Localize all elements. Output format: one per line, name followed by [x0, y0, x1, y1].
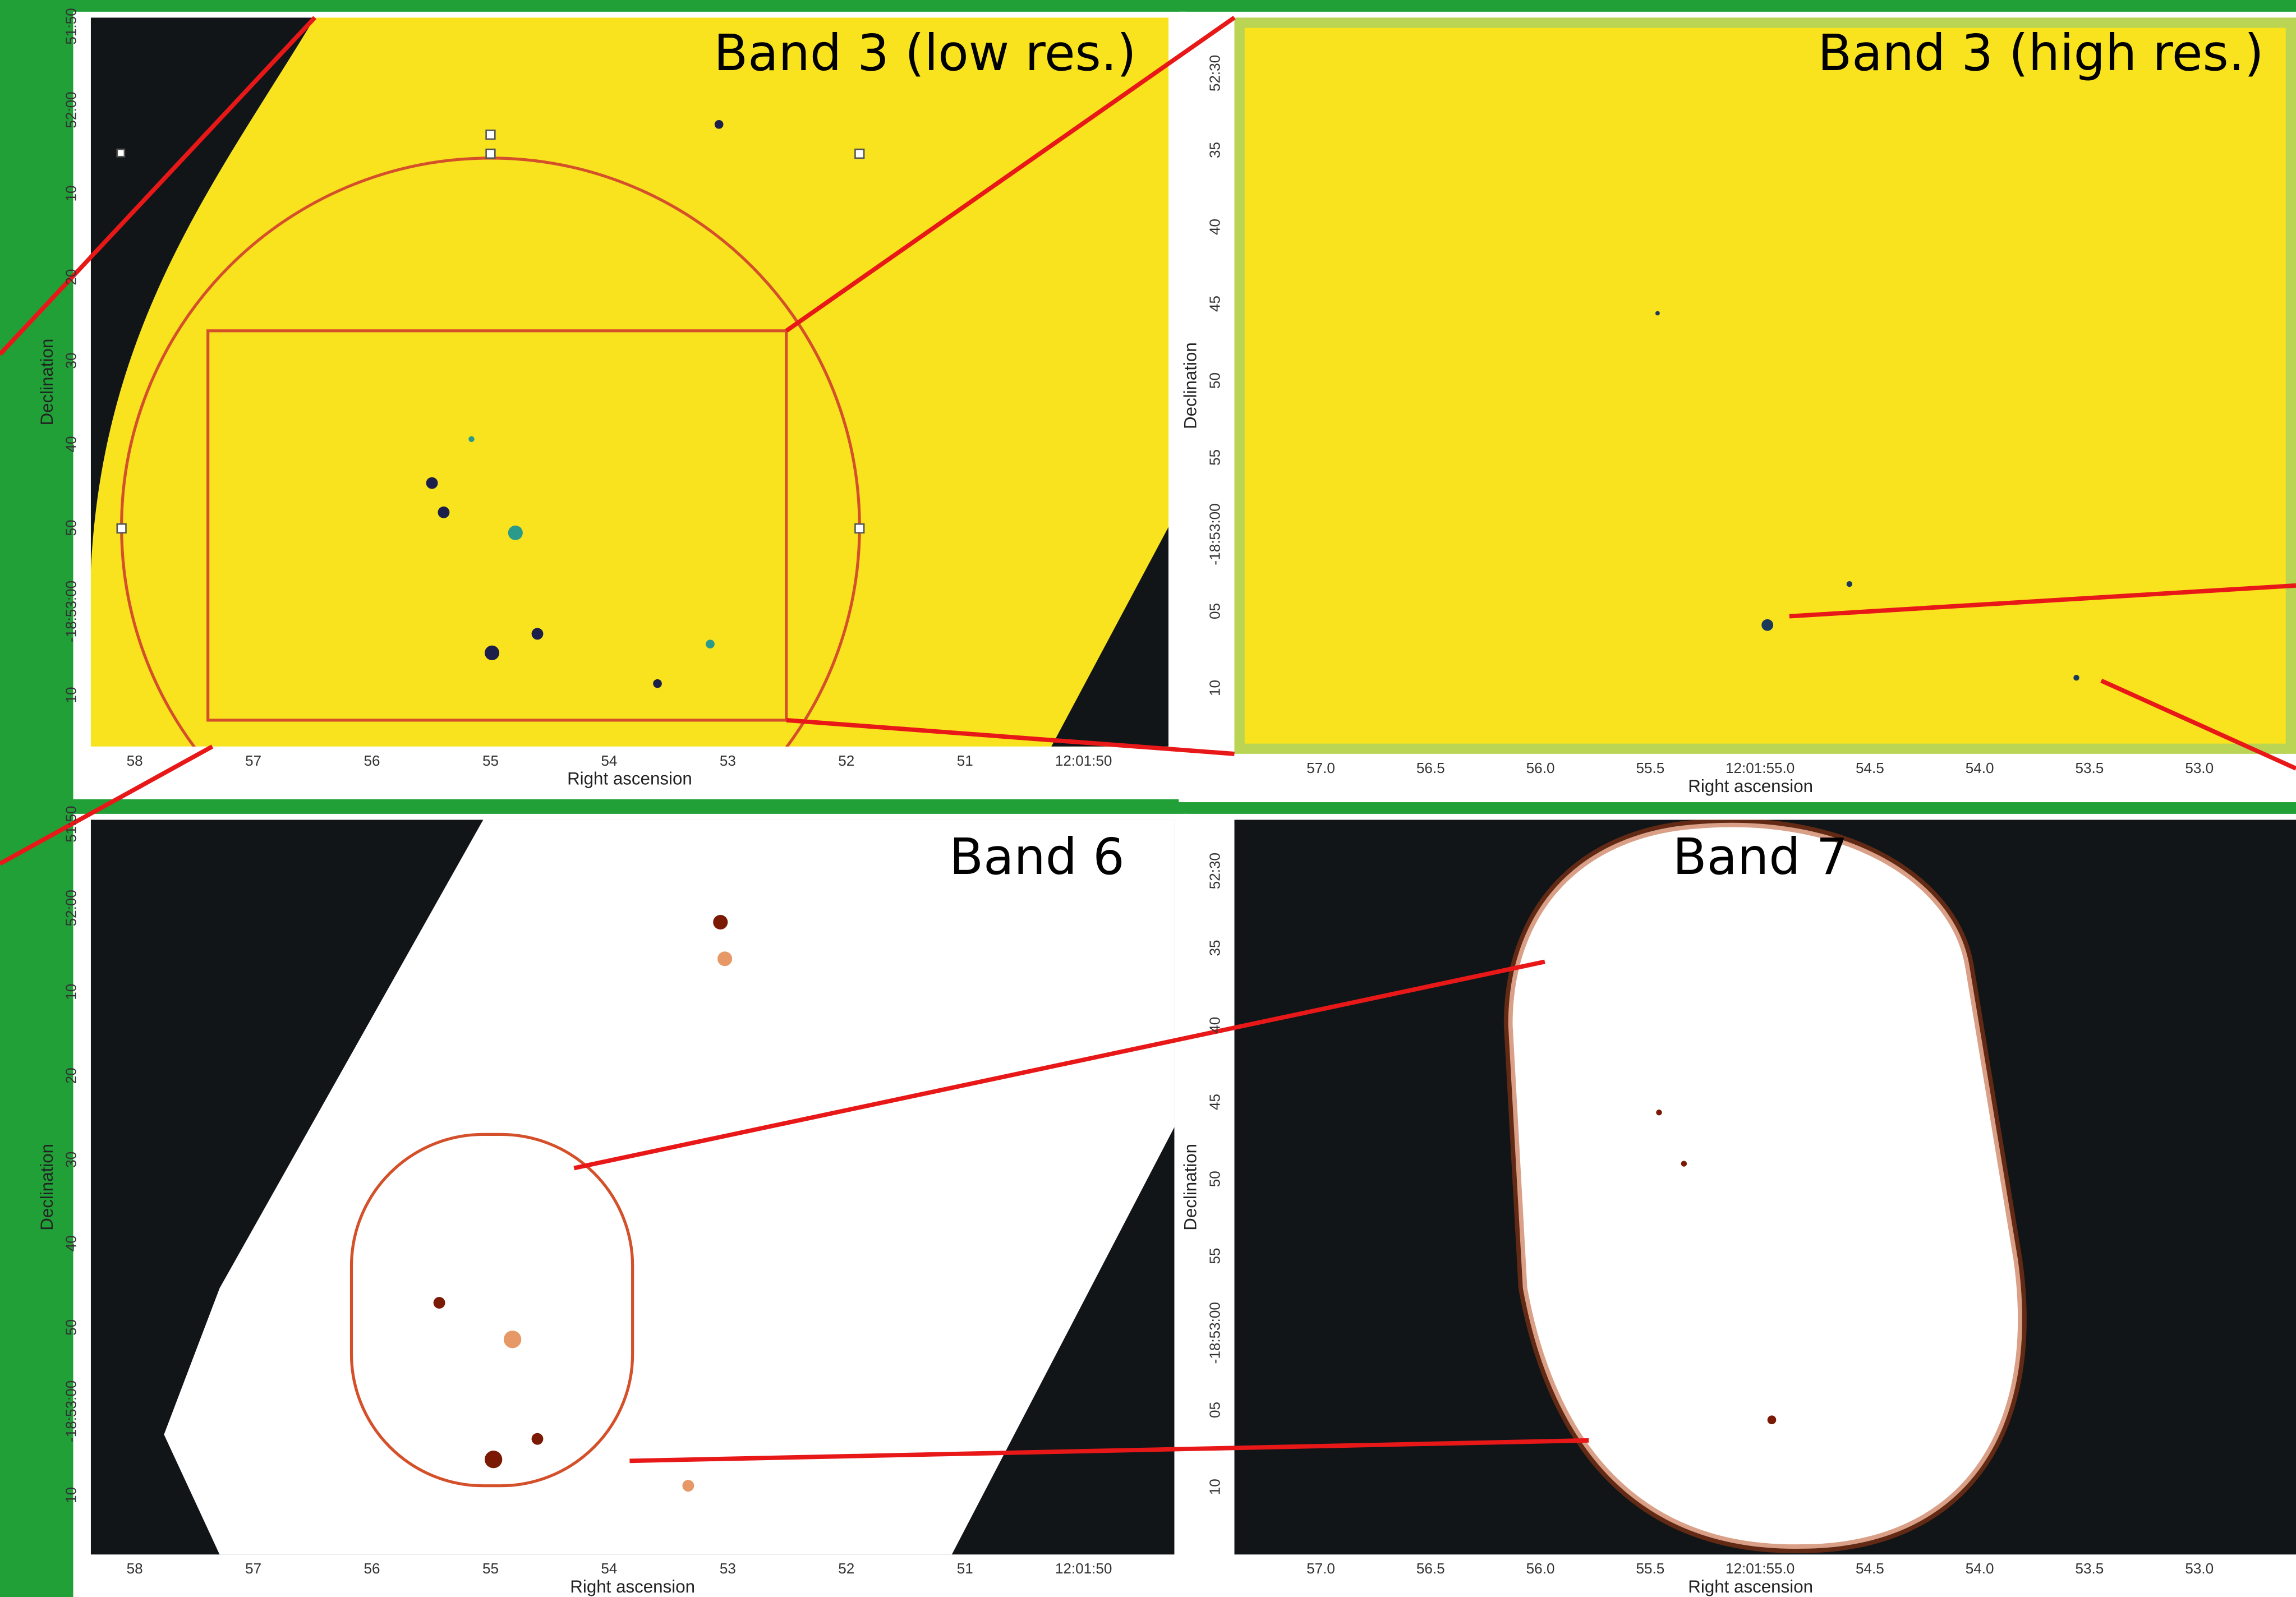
- x-tick-label: 56.5: [1416, 1560, 1445, 1577]
- y-tick-label: 55: [1206, 1248, 1223, 1264]
- panel-title: Band 7: [1673, 828, 1848, 886]
- x-tick-label: 12:01:50: [1055, 1560, 1112, 1577]
- y-tick-label: 05: [1206, 1402, 1223, 1418]
- x-tick-label: 51: [957, 1560, 973, 1577]
- y-tick-label: 51:50: [63, 806, 80, 843]
- panel-title: Band 3 (low res.): [714, 24, 1136, 82]
- y-tick-label: 40: [63, 436, 80, 452]
- x-tick-label: 53.5: [2076, 1560, 2104, 1577]
- x-tick-label: 54: [601, 1560, 617, 1577]
- x-tick-label: 56: [364, 1560, 380, 1577]
- x-tick-label: 12:01:55.0: [1726, 760, 1795, 776]
- y-tick-label: 40: [1206, 1017, 1223, 1033]
- x-tick-label: 54: [601, 752, 617, 769]
- x-tick-label: 55: [482, 752, 499, 769]
- x-axis-label: Right ascension: [1688, 1577, 1813, 1596]
- x-tick-label: 53: [720, 752, 736, 769]
- x-tick-label: 55: [482, 1560, 499, 1577]
- y-tick-label: 40: [63, 1235, 80, 1251]
- y-tick-label: 35: [1206, 940, 1223, 956]
- x-tick-label: 54.5: [1856, 760, 1884, 776]
- page: Band 3 (low res.) Right ascension Declinat…: [0, 0, 2296, 1597]
- y-tick-label: 10: [63, 984, 80, 1000]
- x-tick-label: 12:01:50: [1055, 752, 1112, 769]
- y-tick-label: -18:53:00: [63, 1380, 80, 1442]
- y-tick-label: 45: [1206, 296, 1223, 312]
- x-tick-label: 53.0: [2185, 1560, 2214, 1577]
- y-tick-label: -18:53:00: [1206, 1302, 1223, 1364]
- x-tick-label: 57.0: [1306, 1560, 1335, 1577]
- x-tick-label: 57: [245, 1560, 261, 1577]
- y-tick-label: 10: [1206, 680, 1223, 696]
- x-tick-label: 52: [838, 752, 854, 769]
- y-tick-label: 10: [1206, 1479, 1223, 1495]
- x-axis-label: Right ascension: [567, 769, 692, 789]
- y-tick-label: 55: [1206, 449, 1223, 466]
- x-tick-label: 56.0: [1526, 760, 1555, 776]
- y-tick-label: 10: [63, 185, 80, 201]
- x-tick-label: 53.5: [2076, 760, 2104, 776]
- x-tick-label: 55.5: [1636, 1560, 1664, 1577]
- y-tick-label: 52:00: [63, 890, 80, 926]
- y-axis-label: Declination: [37, 1144, 57, 1231]
- x-tick-label: 54.0: [1966, 1560, 1994, 1577]
- x-tick-label: 52: [838, 1560, 854, 1577]
- y-tick-label: 30: [63, 1152, 80, 1168]
- x-axis-label: Right ascension: [570, 1577, 695, 1596]
- y-tick-label: 20: [63, 1067, 80, 1084]
- y-tick-label: 50: [1206, 1171, 1223, 1187]
- x-tick-label: 57: [245, 752, 261, 769]
- y-tick-label: 50: [1206, 372, 1223, 389]
- y-axis-label: Declination: [1181, 342, 1200, 429]
- y-tick-label: 45: [1206, 1094, 1223, 1110]
- x-tick-label: 53: [720, 1560, 736, 1577]
- y-tick-label: 10: [63, 687, 80, 703]
- y-tick-label: 52:30: [1206, 853, 1223, 889]
- y-tick-label: 52:30: [1206, 55, 1223, 91]
- x-tick-label: 53.0: [2185, 760, 2214, 776]
- y-tick-label: 50: [63, 519, 80, 536]
- x-axis-label: Right ascension: [1688, 776, 1813, 796]
- y-tick-label: -18:53:00: [63, 581, 80, 642]
- y-tick-label: 20: [63, 269, 80, 285]
- y-tick-label: 52:00: [63, 91, 80, 128]
- x-tick-label: 56.0: [1526, 1560, 1555, 1577]
- y-tick-label: 10: [63, 1487, 80, 1503]
- y-axis-label: Declination: [37, 339, 57, 426]
- figure: Band 3 (low res.) Right ascension Declinat…: [0, 0, 2296, 1597]
- panel-title: Band 6: [949, 828, 1124, 886]
- y-tick-label: 05: [1206, 603, 1223, 619]
- image-band6: [91, 820, 1175, 1554]
- y-axis-label: Declination: [1181, 1144, 1200, 1231]
- x-tick-label: 58: [127, 752, 143, 769]
- y-tick-label: -18:53:00: [1206, 503, 1223, 565]
- y-tick-label: 30: [63, 352, 80, 369]
- y-tick-label: 51:50: [63, 8, 80, 44]
- panel-title: Band 3 (high res.): [1818, 24, 2263, 82]
- y-tick-label: 50: [63, 1319, 80, 1336]
- x-tick-label: 57.0: [1306, 760, 1335, 776]
- x-tick-label: 12:01:55.0: [1726, 1560, 1795, 1577]
- x-tick-label: 54.5: [1856, 1560, 1884, 1577]
- x-tick-label: 56.5: [1416, 760, 1445, 776]
- x-tick-label: 51: [957, 752, 973, 769]
- x-tick-label: 58: [127, 1560, 143, 1577]
- x-tick-label: 56: [364, 752, 380, 769]
- y-tick-label: 40: [1206, 219, 1223, 235]
- y-tick-label: 35: [1206, 142, 1223, 158]
- x-tick-label: 54.0: [1966, 760, 1994, 776]
- image-band3-high: [1235, 17, 2296, 754]
- x-tick-label: 55.5: [1636, 760, 1664, 776]
